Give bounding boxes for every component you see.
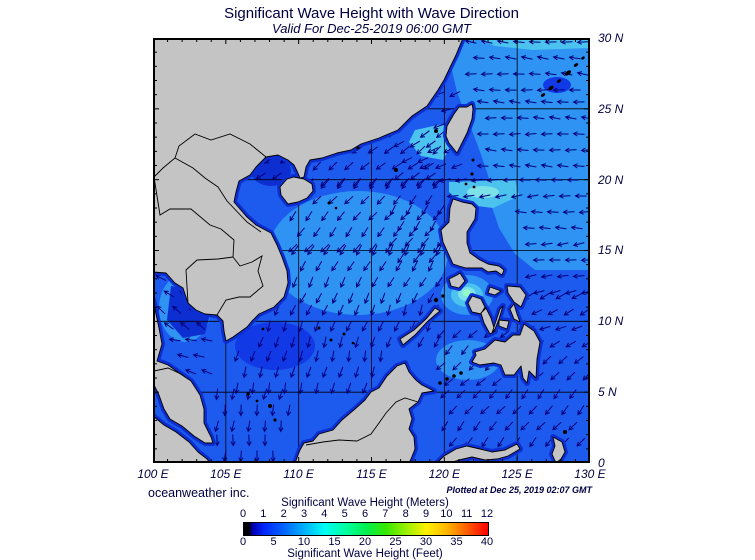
lat-label: 20 N bbox=[598, 172, 624, 187]
meters-tick: 5 bbox=[341, 508, 348, 520]
meters-tick: 0 bbox=[239, 508, 247, 520]
sea-shading-strait-core bbox=[467, 186, 499, 198]
meters-tick: 7 bbox=[382, 508, 389, 520]
feet-tick: 35 bbox=[450, 536, 463, 548]
lon-label: 120 E bbox=[428, 467, 461, 481]
meters-tick: 8 bbox=[402, 508, 409, 520]
page-title: Significant Wave Height with Wave Direct… bbox=[224, 5, 519, 22]
feet-tick: 20 bbox=[358, 536, 372, 548]
lat-label: 30 N bbox=[598, 31, 624, 45]
lat-label: 0 bbox=[598, 455, 605, 470]
feet-tick: 25 bbox=[389, 536, 402, 548]
meters-tick: 11 bbox=[460, 508, 473, 520]
sea-shading-visayas-peak bbox=[462, 289, 472, 297]
wave-height-colorbar bbox=[243, 522, 489, 536]
meters-tick: 6 bbox=[361, 508, 369, 520]
lat-label: 15 N bbox=[598, 243, 624, 258]
wave-height-map bbox=[153, 38, 590, 463]
feet-tick: 0 bbox=[239, 536, 247, 548]
feet-tick: 40 bbox=[480, 536, 494, 548]
legend-feet-scale: 0 5 10 15 20 25 30 35 40 bbox=[239, 536, 493, 548]
meters-tick: 9 bbox=[422, 508, 430, 520]
legend-meters-scale: 0 1 2 3 4 5 6 7 8 9 10 11 12 bbox=[239, 508, 493, 520]
lat-label: 5 N bbox=[598, 385, 617, 400]
legend-title-meters: Significant Wave Height (Meters) bbox=[281, 497, 449, 509]
organization-credit: oceanweather inc. bbox=[148, 486, 250, 500]
meters-tick: 4 bbox=[321, 508, 328, 520]
lon-label: 125 E bbox=[501, 467, 533, 481]
lat-label: 25 N bbox=[598, 101, 624, 116]
lon-label: 100 E bbox=[137, 467, 169, 481]
valid-time-subtitle: Valid For Dec-25-2019 06:00 GMT bbox=[272, 21, 471, 36]
lon-label: 115 E bbox=[356, 467, 387, 481]
feet-tick: 15 bbox=[328, 536, 341, 548]
legend-title-feet: Significant Wave Height (Feet) bbox=[287, 548, 443, 560]
country-borders bbox=[153, 133, 419, 446]
lat-label: 10 N bbox=[598, 314, 624, 329]
meters-tick: 2 bbox=[280, 508, 287, 520]
lon-label: 130 E bbox=[574, 467, 606, 481]
plotted-timestamp: Plotted at Dec 25, 2019 02:07 GMT bbox=[446, 485, 592, 495]
lon-label: 105 E bbox=[210, 467, 242, 481]
feet-tick: 10 bbox=[297, 536, 311, 548]
meters-tick: 12 bbox=[480, 508, 494, 520]
feet-tick: 30 bbox=[419, 536, 433, 548]
longitude-axis: 100 E 105 E 110 E 115 E 120 E 125 E 130 E bbox=[137, 467, 605, 483]
meters-tick: 1 bbox=[260, 508, 267, 520]
meters-tick: 10 bbox=[440, 508, 453, 520]
small-islands bbox=[246, 56, 585, 434]
sea-shading-ryukyu-patch bbox=[543, 77, 571, 93]
map-plot-area bbox=[153, 38, 590, 463]
meters-tick: 3 bbox=[300, 508, 308, 520]
map-frame bbox=[153, 38, 590, 463]
latitude-axis: 30 N 25 N 20 N 15 N 10 N 5 N 0 bbox=[598, 31, 658, 470]
feet-tick: 5 bbox=[270, 536, 277, 548]
lon-label: 110 E bbox=[283, 467, 314, 481]
